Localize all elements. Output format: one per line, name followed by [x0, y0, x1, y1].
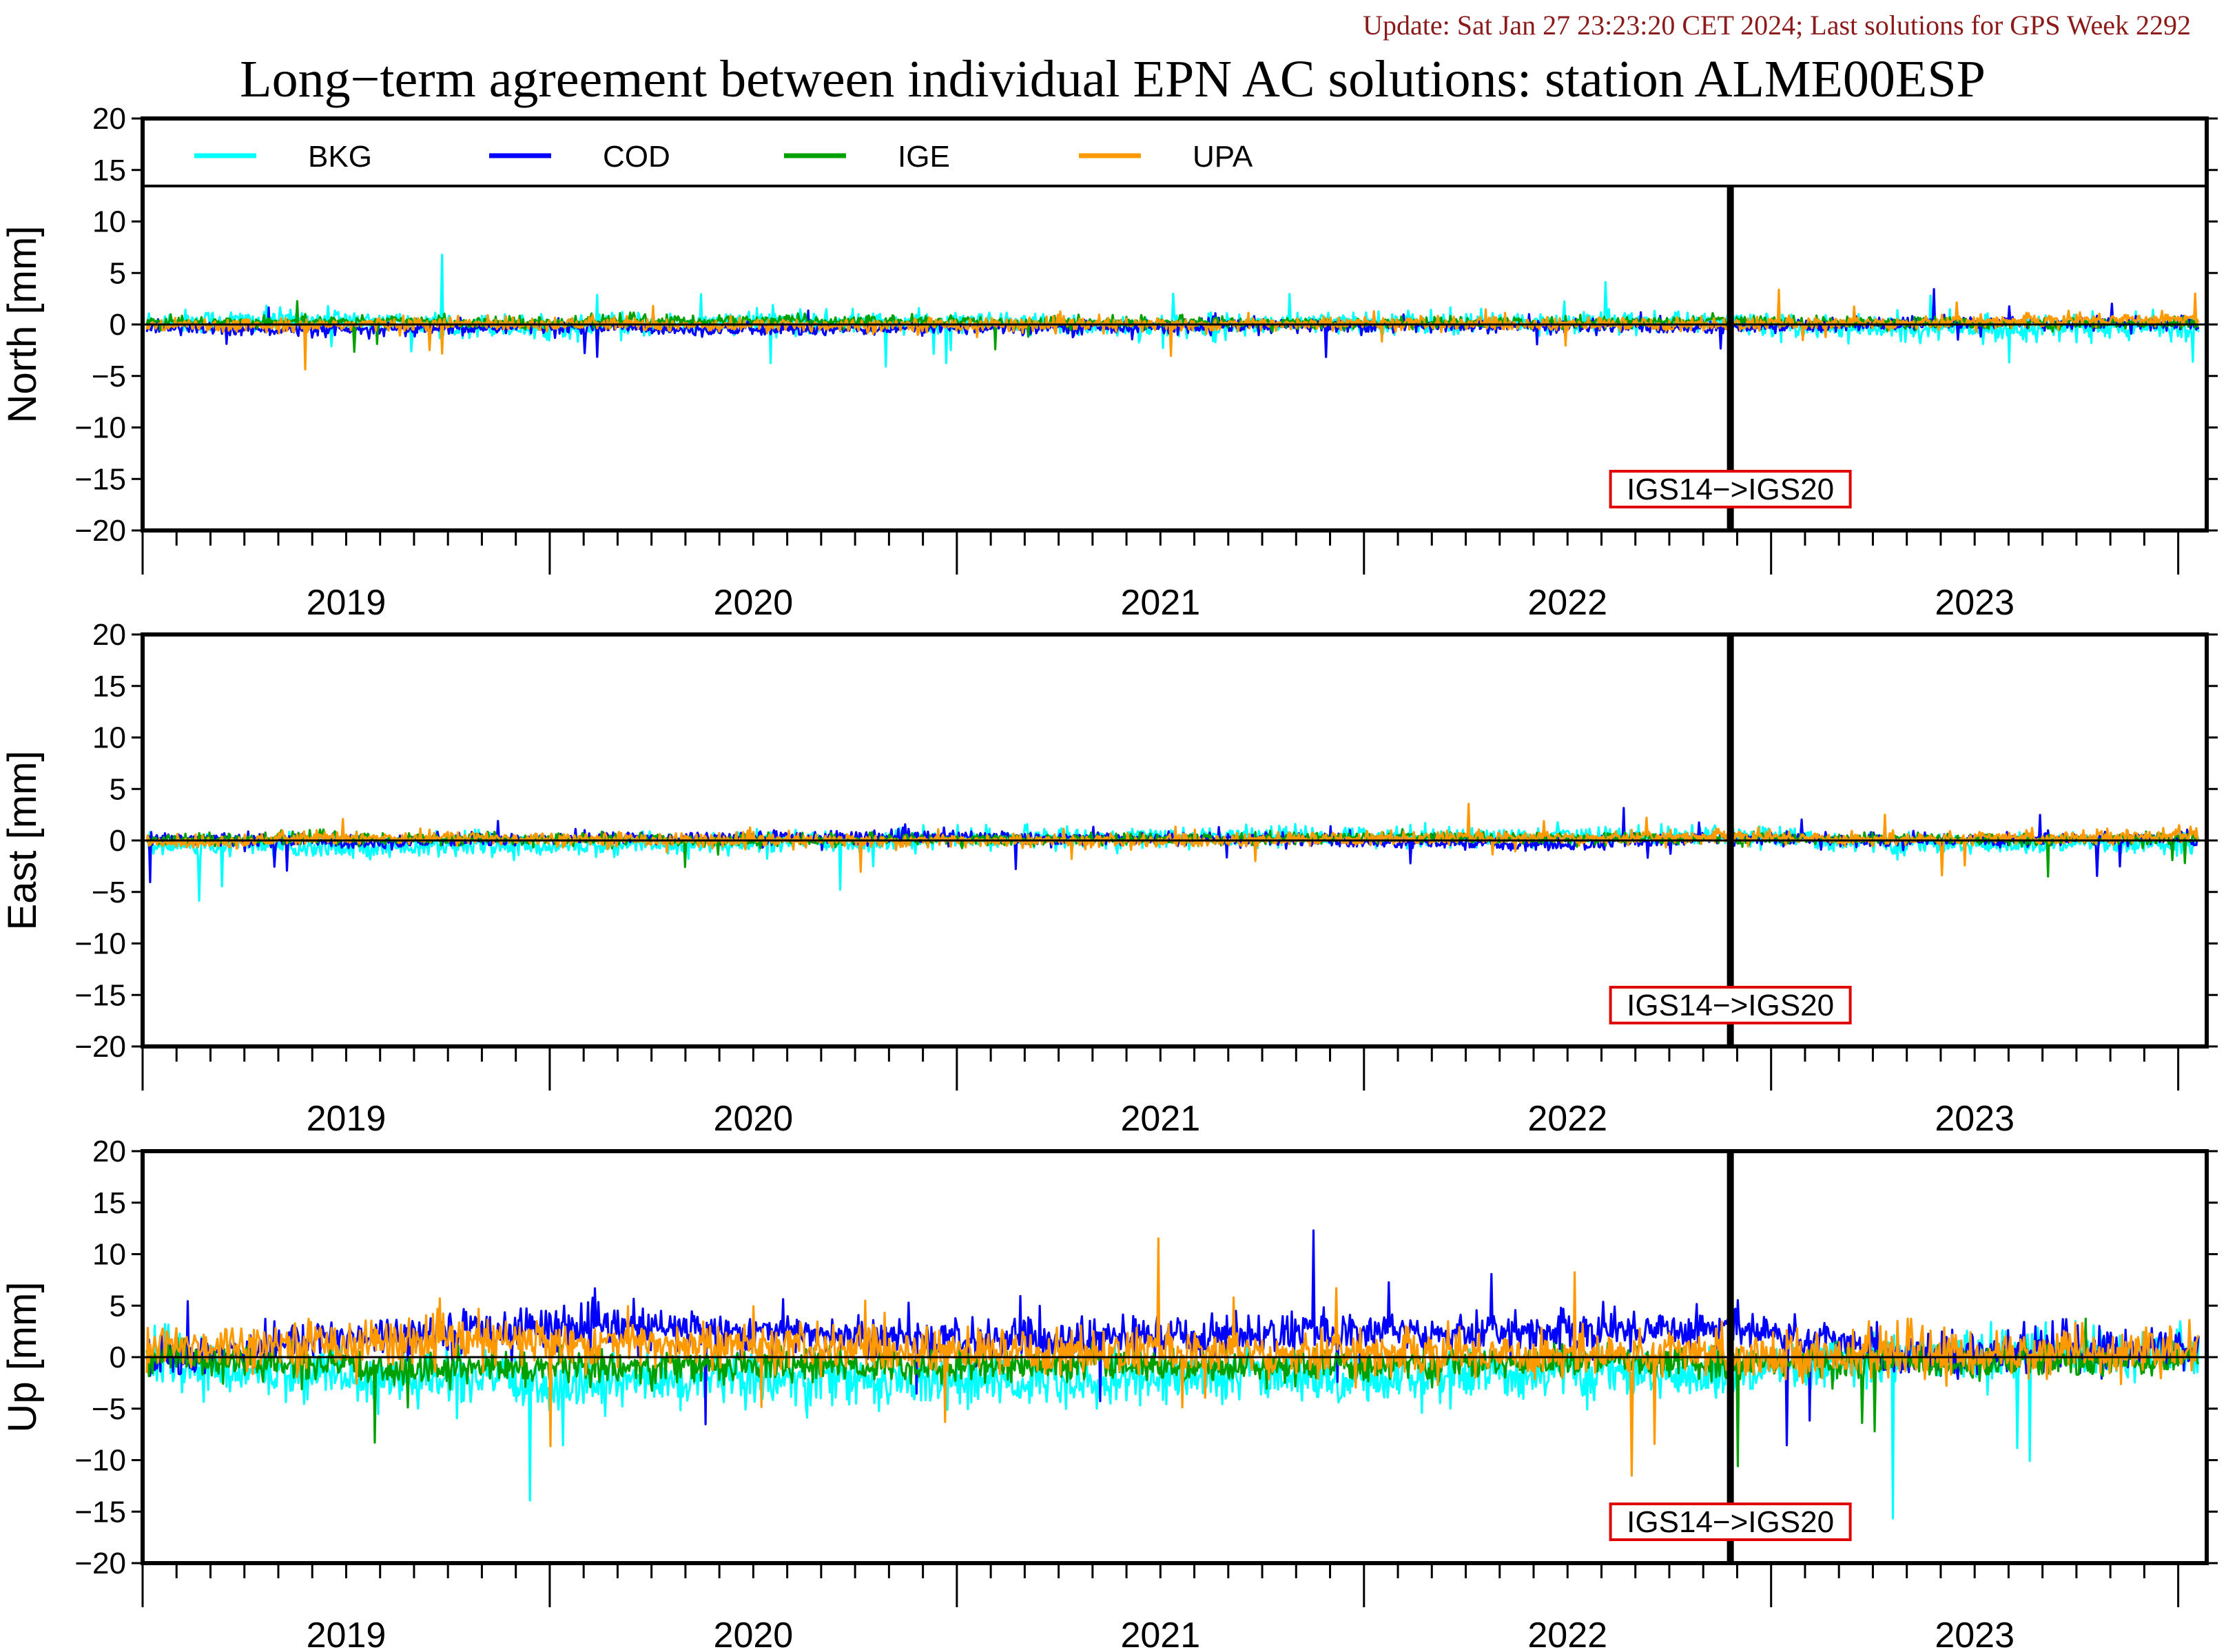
- x-tick-label: 2023: [1935, 1099, 2014, 1139]
- y-tick-label: −5: [92, 876, 126, 909]
- y-tick-label: −5: [92, 360, 126, 393]
- y-tick-label: −15: [74, 978, 126, 1012]
- x-tick-label: 2021: [1120, 583, 1200, 623]
- x-tick-label: 2022: [1527, 1615, 1607, 1652]
- series-group: [145, 1229, 2200, 1520]
- y-tick-label: 20: [92, 1135, 126, 1168]
- plot-frame: [141, 116, 2209, 533]
- y-tick-label: −10: [74, 411, 126, 445]
- y-tick-label: 0: [110, 824, 126, 858]
- y-axis-label: Up [mm]: [0, 1281, 45, 1432]
- y-tick-label: 15: [92, 1186, 126, 1220]
- y-axis-label: East [mm]: [0, 750, 45, 930]
- x-tick-label: 2021: [1120, 1099, 1200, 1139]
- legend-label-cod: COD: [603, 140, 670, 174]
- series-line-bkg: [145, 254, 2200, 368]
- plot-frame: [141, 1149, 2209, 1565]
- x-tick-label: 2023: [1935, 583, 2014, 623]
- frame-change-box: [1609, 986, 1852, 1024]
- frame-change-label: IGS14−>IGS20: [1627, 989, 1834, 1022]
- chart-title: Long−term agreement between individual E…: [240, 50, 1986, 108]
- x-tick-label: 2019: [307, 583, 387, 623]
- update-text: Update: Sat Jan 27 23:23:20 CET 2024; La…: [1363, 10, 2191, 41]
- y-tick-label: 10: [92, 721, 126, 755]
- y-tick-label: −10: [74, 927, 126, 961]
- plot-frame: [141, 632, 2209, 1049]
- x-tick-label: 2020: [714, 1615, 794, 1652]
- y-tick-label: −20: [74, 1547, 126, 1580]
- panel-up: 20 15 10 5 0 −5 −10 −15 −20 Up [mm] 2019 2020 2021 20…: [0, 1135, 2218, 1652]
- y-tick-label: 5: [110, 1289, 126, 1323]
- y-tick-label: 10: [92, 205, 126, 239]
- y-tick-label: 0: [110, 1341, 126, 1374]
- frame-change-label: IGS14−>IGS20: [1627, 473, 1834, 506]
- x-tick-label: 2020: [714, 583, 794, 623]
- x-tick-label: 2022: [1527, 1099, 1607, 1139]
- y-tick-label: 20: [92, 618, 126, 652]
- y-tick-label: −15: [74, 462, 126, 496]
- y-tick-label: 5: [110, 256, 126, 290]
- y-tick-label: 15: [92, 154, 126, 187]
- series-line-cod: [145, 807, 2200, 883]
- y-tick-label: −20: [74, 514, 126, 548]
- y-tick-label: −5: [92, 1392, 126, 1426]
- y-tick-label: 5: [110, 772, 126, 806]
- x-tick-label: 2019: [307, 1099, 387, 1139]
- x-tick-label: 2020: [714, 1099, 794, 1139]
- y-tick-label: −20: [74, 1030, 126, 1064]
- legend-label-upa: UPA: [1193, 140, 1253, 174]
- x-tick-label: 2021: [1120, 1615, 1200, 1652]
- x-tick-label: 2019: [307, 1615, 387, 1652]
- y-tick-label: 15: [92, 670, 126, 703]
- frame-change-box: [1609, 1503, 1852, 1541]
- y-tick-label: 20: [92, 102, 126, 136]
- y-tick-label: −10: [74, 1444, 126, 1478]
- frame-change-box: [1609, 470, 1852, 508]
- x-tick-label: 2023: [1935, 1615, 2014, 1652]
- y-tick-label: 10: [92, 1238, 126, 1272]
- frame-change-label: IGS14−>IGS20: [1627, 1505, 1834, 1539]
- y-tick-label: −15: [74, 1495, 126, 1529]
- panel-north: 20 15 10 5 0 −5 −10 −15 −20 North [mm] 2019 2020 202…: [0, 102, 2218, 623]
- panel-east: 20 15 10 5 0 −5 −10 −15 −20 East [mm] 2019 2020 2021…: [0, 618, 2218, 1139]
- series-group: [145, 803, 2200, 902]
- legend-label-ige: IGE: [898, 140, 950, 174]
- y-tick-label: 0: [110, 308, 126, 342]
- series-group: [145, 254, 2200, 371]
- x-tick-label: 2022: [1527, 583, 1607, 623]
- legend-label-bkg: BKG: [308, 140, 372, 174]
- series-line-upa: [145, 1237, 2200, 1477]
- y-axis-label: North [mm]: [0, 226, 45, 424]
